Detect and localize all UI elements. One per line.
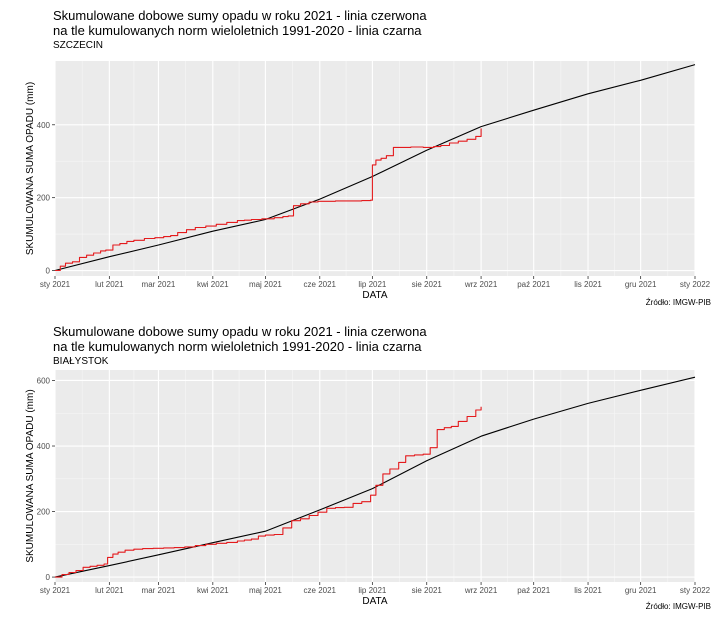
x-tick-label: lis 2021 — [574, 586, 602, 595]
chart-subtitle: SZCZECIN — [53, 40, 103, 51]
x-tick-label: lip 2021 — [358, 280, 387, 289]
y-tick-label: 600 — [37, 376, 51, 385]
x-tick-label: sie 2021 — [412, 586, 443, 595]
x-tick-label: paź 2021 — [517, 280, 550, 289]
source-caption: Źródło: IMGW-PIB — [645, 298, 711, 307]
y-tick-label: 0 — [46, 267, 51, 276]
y-tick-label: 200 — [37, 508, 51, 517]
x-tick-label: lut 2021 — [95, 586, 124, 595]
x-tick-label: maj 2021 — [249, 586, 282, 595]
x-tick-label: sie 2021 — [412, 280, 443, 289]
y-tick-label: 400 — [37, 442, 51, 451]
chart-panel-szczecin: Skumulowane dobowe sumy opadu w roku 202… — [0, 0, 727, 310]
x-tick-label: sty 2022 — [680, 586, 711, 595]
x-tick-label: lut 2021 — [95, 280, 124, 289]
chart-subtitle: BIAŁYSTOK — [53, 356, 109, 367]
x-tick-label: lip 2021 — [358, 586, 387, 595]
x-tick-label: paź 2021 — [517, 586, 550, 595]
chart-svg: sty 2021 lut 2021 mar 2021 kwi 2021 maj 2021… — [25, 370, 711, 607]
x-tick-label: sty 2021 — [40, 586, 71, 595]
x-tick-label: gru 2021 — [625, 280, 657, 289]
chart-title-line2: na tle kumulowanych norm wieloletnich 19… — [53, 339, 422, 354]
x-tick-label: gru 2021 — [625, 586, 657, 595]
x-tick-label: sty 2021 — [40, 280, 71, 289]
y-tick-label: 0 — [46, 573, 51, 582]
x-tick-label: wrz 2021 — [464, 586, 498, 595]
x-tick-label: kwi 2021 — [197, 280, 229, 289]
chart-panel-bialystok: Skumulowane dobowe sumy opadu w roku 202… — [0, 310, 727, 623]
x-tick-label: maj 2021 — [249, 280, 282, 289]
x-tick-label: mar 2021 — [142, 280, 176, 289]
series-line-normal — [54, 376, 696, 578]
y-tick-label: 400 — [37, 121, 51, 130]
plot-background — [55, 370, 695, 582]
chart-svg: sty 2021 lut 2021 mar 2021 kwi 2021 maj 2021… — [25, 61, 711, 301]
x-tick-label: cze 2021 — [304, 280, 337, 289]
chart-title: Skumulowane dobowe sumy opadu w roku 202… — [53, 324, 427, 339]
series-line-2021 — [55, 128, 482, 272]
x-tick-label: cze 2021 — [304, 586, 337, 595]
x-tick-label: kwi 2021 — [197, 586, 229, 595]
x-tick-label: mar 2021 — [142, 586, 176, 595]
x-tick-label: sty 2022 — [680, 280, 711, 289]
y-axis-title: SKUMULOWANA SUMA OPADU (mm) — [25, 389, 36, 562]
x-tick-label: wrz 2021 — [464, 280, 498, 289]
x-tick-label: lis 2021 — [574, 280, 602, 289]
y-tick-label: 200 — [37, 194, 51, 203]
chart-title: Skumulowane dobowe sumy opadu w roku 202… — [53, 8, 427, 23]
x-axis-title: DATA — [362, 596, 388, 607]
chart-title-line2: na tle kumulowanych norm wieloletnich 19… — [53, 23, 422, 38]
y-axis-title: SKUMULOWANA SUMA OPADU (mm) — [25, 82, 36, 255]
plot-background — [55, 61, 695, 276]
x-axis-title: DATA — [362, 290, 388, 301]
series-line-2021 — [55, 406, 482, 578]
source-caption: Źródło: IMGW-PIB — [645, 602, 711, 611]
